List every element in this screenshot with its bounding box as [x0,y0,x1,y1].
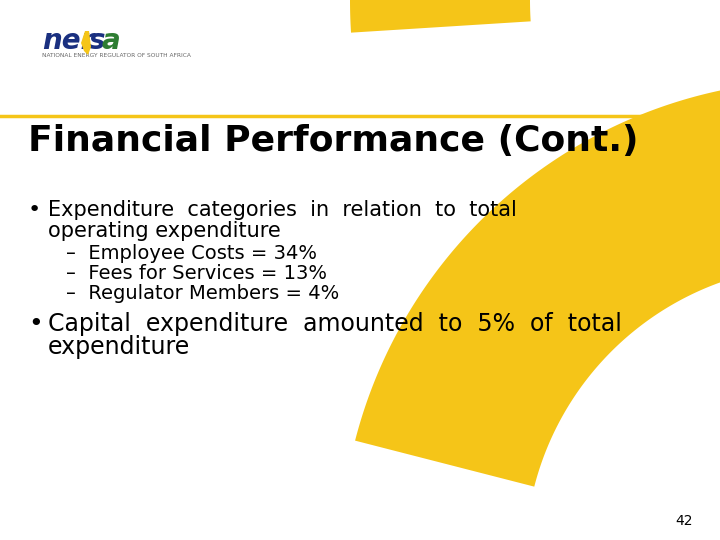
Text: Expenditure  categories  in  relation  to  total: Expenditure categories in relation to to… [48,200,517,220]
Text: NATIONAL ENERGY REGULATOR OF SOUTH AFRICA: NATIONAL ENERGY REGULATOR OF SOUTH AFRIC… [42,53,191,58]
Polygon shape [81,31,91,55]
Text: Financial Performance (Cont.): Financial Performance (Cont.) [28,124,639,158]
Text: –  Regulator Members = 4%: – Regulator Members = 4% [66,284,339,303]
Text: expenditure: expenditure [48,335,190,359]
Text: a: a [102,27,121,55]
Text: operating expenditure: operating expenditure [48,221,281,241]
Text: s: s [89,27,106,55]
Polygon shape [355,81,720,487]
Text: –  Fees for Services = 13%: – Fees for Services = 13% [66,264,327,283]
Text: •: • [28,200,41,220]
Text: –  Employee Costs = 34%: – Employee Costs = 34% [66,244,317,263]
Text: Capital  expenditure  amounted  to  5%  of  total: Capital expenditure amounted to 5% of to… [48,312,622,336]
Text: 42: 42 [675,514,693,528]
Text: •: • [28,312,42,336]
Text: ner: ner [42,27,94,55]
Polygon shape [350,0,653,32]
